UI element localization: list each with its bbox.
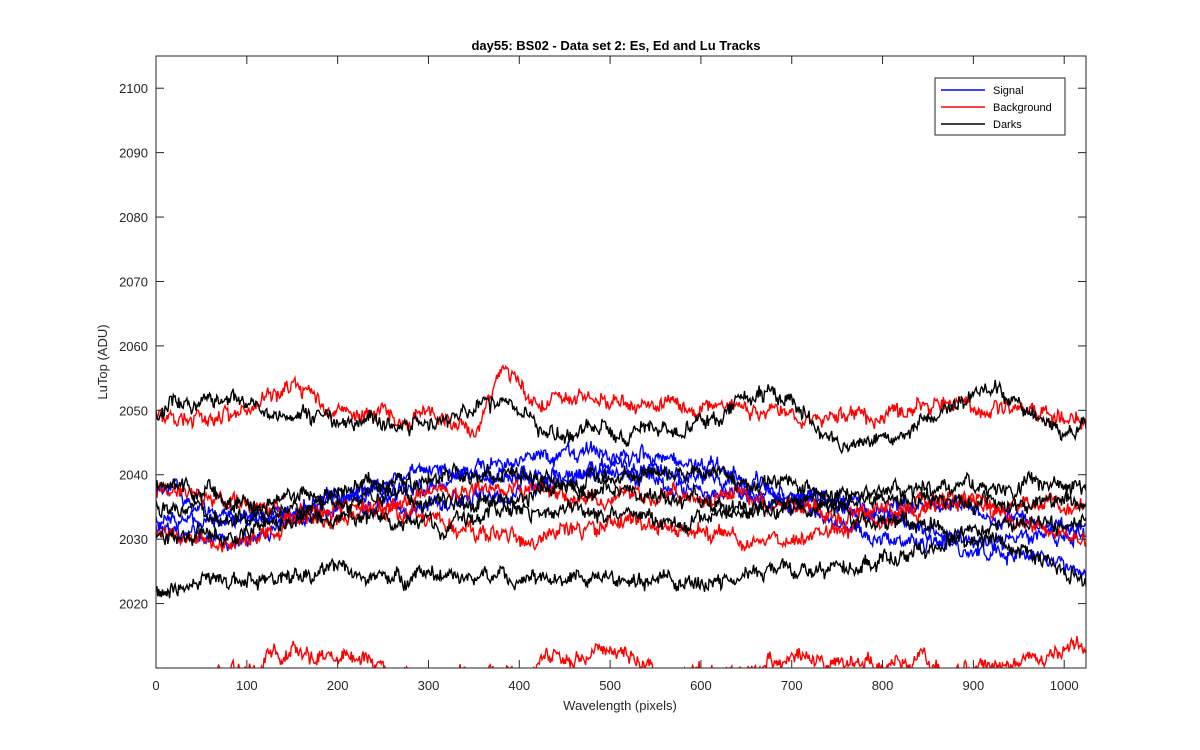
y-tick-label: 2070 — [119, 274, 148, 289]
series-line-darks-11 — [156, 527, 1086, 599]
y-tick-label: 2020 — [119, 597, 148, 612]
series-layer — [156, 364, 1086, 668]
series-line-darks-7 — [156, 379, 1086, 455]
series-line-darks-9 — [156, 479, 1086, 529]
y-tick-label: 2100 — [119, 81, 148, 96]
plot-area — [156, 56, 1086, 668]
legend: Signal Background Darks — [934, 77, 1066, 136]
x-tick-label: 800 — [872, 678, 894, 693]
y-tick-label: 2090 — [119, 146, 148, 161]
x-axis: 0 100 200 300 400 500 600 700 800 900 1000 — [152, 56, 1079, 693]
legend-label-darks: Darks — [993, 119, 1022, 131]
legend-box — [934, 77, 1066, 136]
x-tick-label: 1000 — [1050, 678, 1079, 693]
x-tick-label: 400 — [508, 678, 530, 693]
series-line-background-3 — [156, 364, 1086, 439]
legend-label-signal: Signal — [993, 85, 1024, 97]
x-tick-label: 900 — [963, 678, 985, 693]
x-tick-label: 700 — [781, 678, 803, 693]
series-line-background-6 — [157, 635, 1086, 668]
y-tick-label: 2050 — [119, 403, 148, 418]
plot-frame — [155, 55, 1087, 669]
x-tick-label: 0 — [152, 678, 159, 693]
y-axis-label: LuTop (ADU) — [95, 324, 110, 399]
series-line-signal-0 — [156, 441, 1086, 579]
y-tick-label: 2080 — [119, 210, 148, 225]
x-tick-label: 300 — [418, 678, 440, 693]
legend-label-background: Background — [993, 102, 1052, 114]
y-tick-label: 2030 — [119, 532, 148, 547]
y-axis: 2020 2030 2040 2050 2060 2070 2080 2090 2100 — [119, 81, 1086, 612]
y-tick-label: 2060 — [119, 339, 148, 354]
chart-title: day55: BS02 - Data set 2: Es, Ed and Lu … — [471, 38, 760, 53]
x-tick-label: 600 — [690, 678, 712, 693]
x-axis-label: Wavelength (pixels) — [563, 698, 677, 713]
series-line-darks-10 — [156, 499, 1086, 548]
y-tick-label: 2040 — [119, 468, 148, 483]
x-tick-label: 200 — [327, 678, 349, 693]
x-tick-label: 500 — [599, 678, 621, 693]
series-line-darks-8 — [156, 461, 1086, 516]
x-tick-label: 100 — [236, 678, 258, 693]
